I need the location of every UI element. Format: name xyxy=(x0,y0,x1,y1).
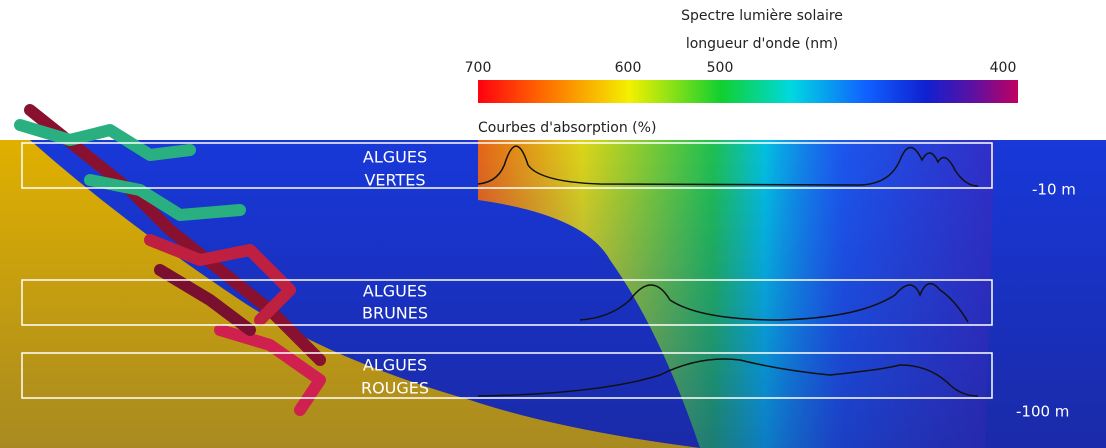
depth-label: -100 m xyxy=(1016,403,1069,421)
algae-label: ROUGES xyxy=(361,379,429,398)
wavelength-label: 600 xyxy=(615,60,642,76)
algae-label: ALGUES xyxy=(363,148,427,167)
wavelength-label: 400 xyxy=(990,60,1017,76)
algae-label: ALGUES xyxy=(363,356,427,375)
wavelength-label: 700 xyxy=(465,60,492,76)
diagram: Spectre lumière solaire longueur d'onde … xyxy=(0,0,1106,448)
spectrum-bar xyxy=(478,80,1018,103)
wavelength-label: 500 xyxy=(707,60,734,76)
spectrum-title: Spectre lumière solaire xyxy=(681,8,843,24)
absorption-title: Courbes d'absorption (%) xyxy=(478,120,656,136)
algae-label: ALGUES xyxy=(363,282,427,301)
algae-label: BRUNES xyxy=(362,304,428,323)
depth-label: -10 m xyxy=(1032,181,1076,199)
spectrum-subtitle: longueur d'onde (nm) xyxy=(686,36,838,52)
algae-label: VERTES xyxy=(364,171,425,190)
